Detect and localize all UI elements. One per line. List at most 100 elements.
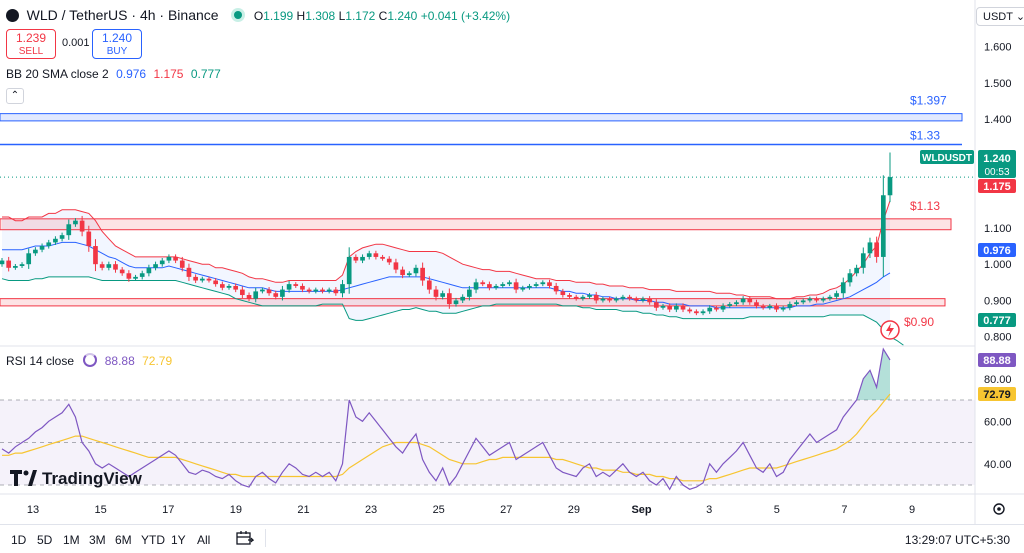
candle: [206, 276, 212, 283]
symbol-title[interactable]: WLD / TetherUS · 4h · Binance: [26, 7, 219, 23]
candle: [6, 256, 12, 272]
bb-upper-line: [2, 200, 891, 300]
candle: [627, 294, 632, 301]
candle-body: [213, 280, 218, 285]
candle: [714, 305, 719, 312]
range-button-5d[interactable]: 5D: [37, 533, 53, 547]
ohlc-l-label: L: [338, 9, 346, 23]
candle-body: [413, 267, 419, 274]
candle: [373, 250, 379, 260]
candle: [433, 285, 439, 301]
candle: [139, 270, 145, 280]
candle: [460, 294, 466, 304]
symbol-header: WLD / TetherUS · 4h · Binance O1.199 H1.…: [6, 7, 510, 23]
time-axis-tick: 17: [162, 504, 174, 516]
time-axis-tick: 15: [94, 504, 106, 516]
time-axis-tick: 25: [433, 504, 445, 516]
candle-body: [46, 242, 52, 247]
price-axis-tick: 1.400: [984, 114, 1012, 126]
bb-legend[interactable]: BB 20 SMA close 2 0.976 1.175 0.777: [6, 67, 221, 81]
gear-icon[interactable]: [993, 503, 1005, 515]
candle-body: [113, 264, 118, 270]
candle-body: [126, 273, 132, 279]
candle: [613, 296, 619, 303]
candle-body: [159, 260, 165, 265]
candle: [26, 248, 32, 269]
candle: [473, 278, 479, 294]
candle: [540, 280, 546, 287]
candle: [113, 261, 118, 273]
collapse-legend-icon[interactable]: ⌃: [6, 88, 24, 104]
candle: [73, 218, 78, 227]
candle: [226, 283, 232, 290]
candle-body: [460, 296, 466, 301]
candle-body: [520, 287, 526, 290]
candle-body: [13, 266, 18, 268]
candle: [346, 247, 352, 294]
candle-body: [674, 305, 679, 310]
candle: [653, 299, 659, 311]
lightning-icon[interactable]: [880, 320, 900, 340]
rsi-legend[interactable]: RSI 14 close 88.88 72.79: [6, 353, 172, 368]
candle: [86, 225, 92, 252]
candle-body: [600, 298, 606, 301]
candle-body: [847, 273, 853, 283]
ohlc-low: 1.172: [345, 9, 376, 23]
range-button-ytd[interactable]: YTD: [141, 533, 165, 547]
candle: [420, 262, 425, 286]
symbol-logo-icon[interactable]: [6, 9, 19, 22]
candle: [560, 288, 566, 298]
candle-body: [540, 282, 546, 285]
sell-label: SELL: [18, 46, 44, 57]
bb-band-area: [2, 200, 890, 337]
candle-body: [79, 220, 85, 232]
candle-body: [747, 298, 753, 303]
sell-button[interactable]: 1.239 SELL: [6, 29, 56, 59]
candle: [426, 276, 432, 294]
candle-body: [547, 282, 552, 286]
candle: [340, 279, 345, 298]
bb-legend-label: BB 20 SMA close 2: [6, 67, 109, 81]
candle: [767, 303, 773, 310]
date-range-icon[interactable]: [236, 530, 255, 545]
currency-label: USDT: [983, 11, 1013, 23]
candle-body: [433, 289, 439, 297]
candle-body: [233, 285, 239, 290]
candle: [467, 285, 472, 301]
range-button-6m[interactable]: 6M: [115, 533, 132, 547]
time-axis-tick: 19: [230, 504, 242, 516]
candle: [867, 237, 873, 259]
candle-body: [373, 253, 379, 257]
candle: [754, 299, 759, 309]
candle-body: [139, 273, 145, 277]
candle-body: [366, 253, 372, 257]
time-axis-tick: 3: [706, 504, 712, 516]
candle-body: [93, 246, 98, 265]
range-button-1d[interactable]: 1D: [11, 533, 27, 547]
candle: [260, 287, 265, 294]
candle: [53, 236, 58, 245]
candle: [707, 305, 713, 314]
candle-body: [553, 285, 559, 292]
candle: [253, 287, 259, 303]
candle-body: [73, 220, 78, 225]
candle-body: [300, 285, 305, 290]
ohlc-high: 1.308: [305, 9, 336, 23]
candle-body: [820, 298, 826, 301]
range-button-3m[interactable]: 3M: [89, 533, 106, 547]
candle-body: [680, 305, 686, 310]
candle: [820, 296, 826, 303]
clock-timezone[interactable]: 13:29:07 UTC+5:30: [904, 533, 1010, 547]
candle: [233, 283, 239, 293]
candle: [880, 175, 886, 277]
buy-button[interactable]: 1.240 BUY: [92, 29, 142, 59]
range-button-1y[interactable]: 1Y: [171, 533, 186, 547]
currency-selector[interactable]: USDT ⌄: [976, 7, 1024, 26]
range-button-all[interactable]: All: [197, 533, 211, 547]
candle-body: [580, 296, 586, 299]
candle-body: [406, 273, 412, 276]
bollinger-band-fill: [2, 200, 890, 337]
candle-body: [860, 253, 866, 268]
range-button-1m[interactable]: 1M: [63, 533, 80, 547]
candle: [887, 152, 893, 203]
